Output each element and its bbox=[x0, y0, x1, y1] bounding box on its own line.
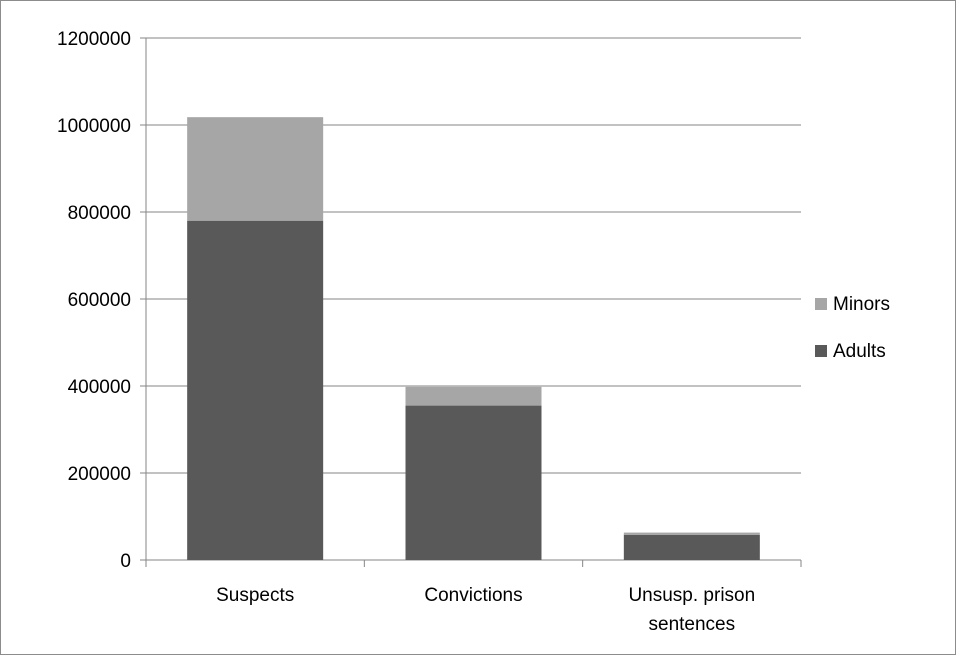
x-tick-label: Suspects bbox=[216, 585, 294, 606]
y-tick-label: 0 bbox=[120, 551, 131, 572]
legend: Minors Adults bbox=[815, 294, 890, 362]
bar-minors bbox=[405, 386, 542, 406]
y-tick-label: 1000000 bbox=[57, 116, 131, 137]
y-tick-label: 600000 bbox=[68, 290, 131, 311]
legend-label-minors: Minors bbox=[833, 294, 890, 315]
y-tick-label: 800000 bbox=[68, 203, 131, 224]
bar-adults bbox=[623, 534, 760, 560]
x-tick-label: Unsusp. prison bbox=[628, 585, 755, 606]
y-tick-label: 400000 bbox=[68, 377, 131, 398]
bar-adults bbox=[187, 220, 324, 560]
bar-minors bbox=[623, 532, 760, 535]
legend-swatch-minors bbox=[815, 298, 827, 310]
x-tick-label: sentences bbox=[649, 614, 736, 635]
legend-swatch-adults bbox=[815, 345, 827, 357]
legend-label-adults: Adults bbox=[833, 341, 886, 362]
y-tick-label: 1200000 bbox=[57, 29, 131, 50]
bar-adults bbox=[405, 405, 542, 560]
y-tick-label: 200000 bbox=[68, 464, 131, 485]
bar-minors bbox=[187, 117, 324, 221]
x-tick-label: Convictions bbox=[424, 585, 522, 606]
